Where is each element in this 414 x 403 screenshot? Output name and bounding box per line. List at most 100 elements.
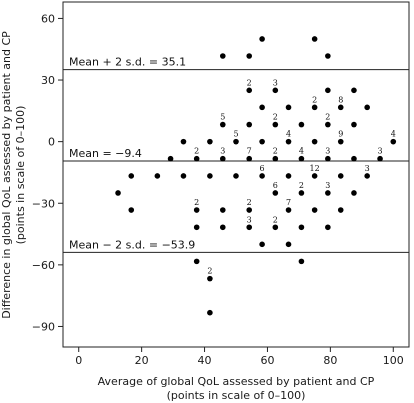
point-count-label: 12 [310, 164, 320, 173]
data-point [219, 53, 226, 59]
data-point [325, 121, 331, 128]
point-count-label: 3 [273, 78, 278, 87]
y-tick-label: 60 [41, 12, 55, 25]
x-tick-label: 60 [260, 354, 274, 367]
data-point [285, 173, 292, 179]
data-point [246, 121, 253, 128]
point-count-label: 9 [338, 130, 343, 139]
y-tick-label: −90 [32, 320, 55, 333]
data-point [285, 241, 292, 248]
point-count-label: 2 [194, 147, 199, 156]
data-point [285, 207, 292, 213]
point-count-label: 2 [273, 147, 278, 156]
x-axis-title-line2: (points in scale of 0–100) [167, 389, 306, 402]
data-point [272, 190, 279, 196]
data-point [180, 138, 187, 145]
data-point [246, 224, 253, 231]
data-point [219, 224, 226, 231]
data-point [298, 155, 305, 162]
y-tick-label: 30 [41, 74, 55, 87]
x-axis-title-line1: Average of global QoL assessed by patien… [98, 375, 375, 388]
data-point [207, 138, 213, 145]
data-point [193, 155, 200, 162]
data-point [193, 224, 200, 231]
data-point [193, 258, 200, 265]
data-point [298, 224, 305, 231]
data-point [128, 207, 135, 213]
point-count-label: 3 [325, 147, 330, 156]
x-tick-label: 100 [383, 354, 404, 367]
data-point [285, 138, 292, 145]
data-point [259, 241, 265, 248]
reference-lines: Mean + 2 s.d. = 35.1 Mean = −9.4 Mean − 2 … [63, 56, 409, 253]
data-point [259, 36, 265, 42]
data-point [298, 121, 305, 128]
data-point [351, 155, 357, 162]
y-tick-label: 0 [48, 136, 55, 149]
data-point [351, 87, 357, 94]
data-point [311, 173, 318, 179]
x-tick-label: 80 [323, 354, 337, 367]
data-point [180, 173, 187, 179]
x-tick-label: 0 [75, 354, 82, 367]
point-count-label: 2 [207, 267, 212, 276]
point-count-label: 3 [220, 147, 225, 156]
data-point [115, 190, 121, 196]
point-count-label: 4 [391, 130, 396, 139]
point-count-label: 4 [286, 130, 291, 139]
x-axis: 0 20 40 60 80 100 [75, 347, 404, 367]
data-point [246, 53, 253, 59]
data-point [325, 190, 331, 196]
point-count-label: 2 [273, 215, 278, 224]
point-count-label: 7 [247, 147, 252, 156]
data-point [272, 87, 279, 94]
data-point [311, 104, 318, 111]
data-point [193, 207, 200, 213]
point-count-label: 8 [338, 95, 343, 104]
point-count-label: 3 [325, 181, 330, 190]
point-count-label: 5 [233, 130, 238, 139]
data-point [298, 258, 305, 265]
data-point [351, 190, 357, 196]
point-count-label: 2 [247, 198, 252, 207]
data-point [272, 155, 279, 162]
data-point [325, 87, 331, 94]
data-point [337, 173, 344, 179]
data-point [246, 87, 253, 94]
data-point [207, 309, 213, 316]
y-tick-label: −60 [32, 259, 55, 272]
data-point [272, 224, 279, 231]
data-point [154, 173, 161, 179]
plot-frame [62, 1, 410, 348]
point-count-label: 7 [286, 198, 291, 207]
data-point [219, 155, 226, 162]
data-point [325, 224, 331, 231]
x-tick-label: 20 [135, 354, 149, 367]
point-count-label: 6 [273, 181, 278, 190]
data-point [259, 173, 265, 179]
data-point [311, 36, 318, 42]
point-count-label: 2 [299, 181, 304, 190]
data-points: 2 32 85 2 25 4 9 42 3 7 2 4 3 36 12 36 2 32 2 73 22 [115, 36, 397, 316]
point-count-label: 2 [273, 113, 278, 122]
point-count-label: 4 [299, 147, 304, 156]
y-axis-title-line2: (points in scale of 0–100) [14, 106, 27, 245]
data-point [233, 138, 239, 145]
point-count-label: 3 [247, 215, 252, 224]
data-point [167, 155, 174, 162]
data-point [207, 173, 213, 179]
data-point [298, 190, 305, 196]
data-point [259, 104, 265, 111]
data-point [285, 104, 292, 111]
point-count-label: 2 [312, 95, 317, 104]
data-point [311, 207, 318, 213]
point-count-label: 3 [365, 164, 370, 173]
data-point [233, 173, 239, 179]
data-point [337, 207, 344, 213]
data-point [351, 121, 357, 128]
data-point [337, 138, 344, 145]
data-point [364, 173, 370, 179]
point-count-label: 2 [247, 78, 252, 87]
data-point [325, 53, 331, 59]
